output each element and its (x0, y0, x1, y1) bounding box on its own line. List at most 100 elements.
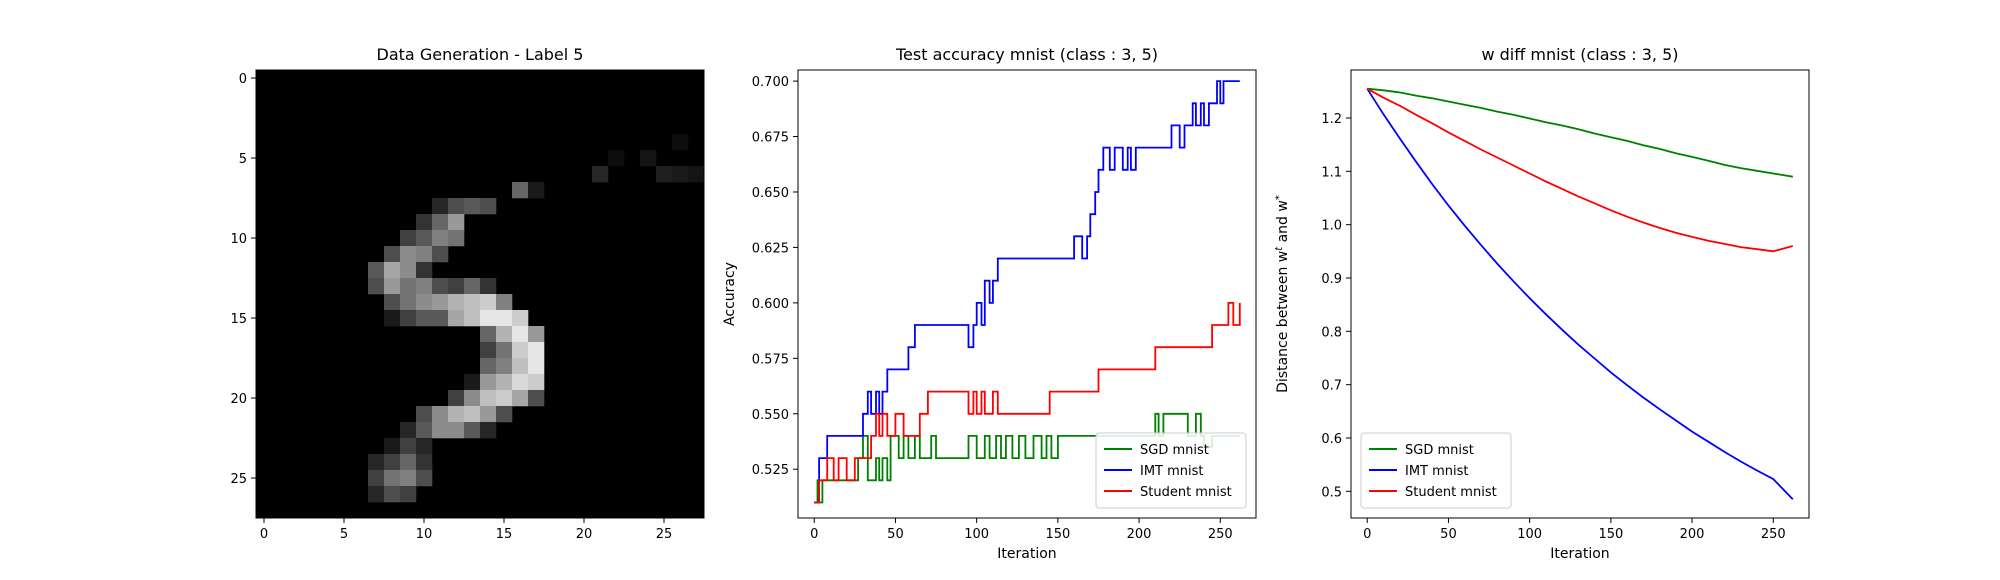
y-tick-label: 10 (230, 232, 247, 247)
y-tick-label: 20 (230, 392, 247, 407)
heatmap-cell (448, 198, 465, 215)
x-tick-label: 50 (887, 527, 904, 542)
x-tick-label: 5 (340, 527, 348, 542)
x-tick-label: 200 (1127, 527, 1152, 542)
y-tick-label: 1.1 (1321, 165, 1342, 180)
heatmap-cell (400, 246, 417, 263)
series-line-student-mnist (814, 302, 1241, 504)
heatmap-cell (368, 486, 385, 503)
heatmap-cell (416, 310, 433, 327)
heatmap-cell (672, 134, 689, 151)
x-tick-label: 100 (964, 527, 989, 542)
heatmap-cell (400, 294, 417, 311)
x-tick-label: 0 (810, 527, 818, 542)
y-tick-label: 0.6 (1321, 432, 1342, 447)
series-line-sgd-mnist (814, 412, 1240, 504)
y-tick-label: 1.2 (1321, 112, 1342, 127)
heatmap-cell (480, 278, 497, 295)
y-tick-label: 0.700 (752, 75, 789, 90)
heatmap-cell (512, 342, 529, 359)
y-axis-label-part: Distance between w (1275, 251, 1291, 393)
y-axis-label-part: and w (1275, 200, 1291, 247)
y-tick-label: 0.525 (752, 463, 789, 478)
heatmap-cell (400, 486, 417, 503)
heatmap-cell (480, 406, 497, 423)
y-axis-label-part: * (1274, 195, 1285, 200)
y-tick-label: 0.5 (1321, 485, 1342, 500)
heatmap-cell (480, 198, 497, 215)
x-tick-label: 100 (1517, 527, 1542, 542)
heatmap-cell (640, 150, 657, 167)
heatmap-cell (496, 294, 513, 311)
y-tick-label: 0 (239, 72, 247, 87)
x-tick-label: 25 (656, 527, 673, 542)
chart-title: w diff mnist (class : 3, 5) (1481, 45, 1678, 64)
y-tick-label: 0.600 (752, 297, 789, 312)
x-tick-label: 20 (576, 527, 593, 542)
heatmap-cell (464, 422, 481, 439)
y-tick-label: 0.550 (752, 408, 789, 423)
x-tick-label: 150 (1598, 527, 1623, 542)
heatmap-cell (416, 278, 433, 295)
heatmap-cell (464, 310, 481, 327)
heatmap-cell (528, 326, 545, 343)
heatmap-cell (368, 262, 385, 279)
heatmap-cell (416, 406, 433, 423)
heatmap-cell (400, 230, 417, 247)
heatmap-cell (432, 294, 449, 311)
heatmap-cell (608, 150, 625, 167)
heatmap-cell (384, 278, 401, 295)
heatmap-cell (432, 310, 449, 327)
legend-box (1360, 432, 1512, 509)
y-tick-label: 0.650 (752, 186, 789, 201)
series-line-sgd-mnist (1367, 87, 1793, 178)
x-axis-label: Iteration (1550, 546, 1609, 562)
heatmap-cell (528, 374, 545, 391)
heatmap-cell (432, 214, 449, 231)
heatmap-cell (384, 438, 401, 455)
heatmap-cell (384, 246, 401, 263)
heatmap-cell (512, 326, 529, 343)
heatmap-cell (496, 390, 513, 407)
heatmap-cell (400, 278, 417, 295)
heatmap-cell (528, 390, 545, 407)
heatmap-cell (448, 406, 465, 423)
heatmap-cell (416, 230, 433, 247)
heatmap-cell (592, 166, 609, 183)
heatmap-cell (432, 406, 449, 423)
heatmap-cell (512, 182, 529, 199)
y-tick-label: 1.0 (1321, 219, 1342, 234)
heatmap-cell (400, 262, 417, 279)
x-tick-label: 15 (496, 527, 513, 542)
heatmap-cell (448, 214, 465, 231)
heatmap-cell (432, 198, 449, 215)
y-tick-label: 25 (230, 472, 247, 487)
x-tick-label: 0 (260, 527, 268, 542)
x-tick-label: 200 (1680, 527, 1705, 542)
heatmap-cell (656, 166, 673, 183)
heatmap-cell (416, 294, 433, 311)
series-line-imt-mnist (1366, 88, 1794, 500)
legend: SGD mnist IMT mnist Student mnist (1095, 432, 1247, 509)
y-tick-label: 0.7 (1321, 379, 1342, 394)
heatmap-cell (496, 310, 513, 327)
heatmap-cell (464, 374, 481, 391)
heatmap-cell (496, 326, 513, 343)
line-panel-1: 0 50 100 150 200 250 0.525 0.550 0.575 0.600 0.625… (722, 45, 1257, 562)
heatmap-cell (384, 470, 401, 487)
x-tick-label: 150 (1045, 527, 1070, 542)
heatmap-cell (528, 358, 545, 375)
heatmap-cell (432, 278, 449, 295)
line-panel-2: 0 50 100 150 200 250 0.5 0.6 0.7 0.8 0.9 1.0 1.1 1.2 w… (1274, 45, 1810, 562)
heatmap-cell (400, 438, 417, 455)
heatmap-cell (384, 454, 401, 471)
y-axis-label-part: t (1274, 246, 1285, 251)
plot-frame (1350, 69, 1810, 519)
heatmap-cell (400, 310, 417, 327)
heatmap-cell (464, 294, 481, 311)
chart-title: Test accuracy mnist (class : 3, 5) (895, 45, 1158, 64)
legend-label: Student mnist (1140, 485, 1232, 500)
heatmap-cell (384, 294, 401, 311)
heatmap-cell (464, 278, 481, 295)
